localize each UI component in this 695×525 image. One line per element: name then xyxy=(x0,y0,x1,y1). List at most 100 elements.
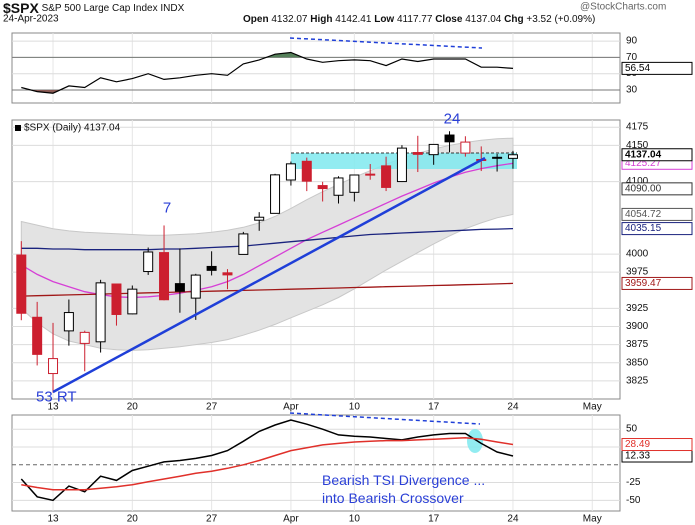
quote-value: 4117.77 xyxy=(397,14,433,25)
x-tick-label: 27 xyxy=(206,514,218,525)
y-tick-label: -25 xyxy=(626,477,641,488)
quote-value: 4132.07 xyxy=(271,14,308,25)
candle-body xyxy=(190,274,201,299)
source: @StockCharts.com xyxy=(580,2,666,13)
candle-body xyxy=(16,254,27,314)
quote-label: Close xyxy=(435,14,463,25)
value-tag-label: 3959.47 xyxy=(625,278,662,289)
value-tag xyxy=(621,276,693,290)
annotation: 7 xyxy=(163,200,171,217)
y-tick-label: 50 xyxy=(626,424,638,435)
x-tick-label: Apr xyxy=(283,514,299,525)
candle-body xyxy=(63,312,74,332)
quote-label: Low xyxy=(374,14,394,25)
value-tag xyxy=(621,438,693,452)
quote-label: Chg xyxy=(504,14,523,25)
candle-body xyxy=(333,177,344,196)
label-layer: 90 70 50 30 56.54 4175 4150 4100 4000 3975 3925 390… xyxy=(47,36,693,525)
x-tick-label: 17 xyxy=(428,514,440,525)
candle-body xyxy=(412,152,423,155)
panel-frame xyxy=(11,414,621,512)
candle-body xyxy=(222,272,233,276)
value-tag xyxy=(621,222,693,236)
value-tag-label: 56.54 xyxy=(625,63,650,74)
y-tick-label: 3975 xyxy=(626,267,649,278)
candle-body xyxy=(143,251,154,273)
candle-body xyxy=(127,288,138,315)
candle-body xyxy=(492,156,503,159)
candle-body xyxy=(32,316,43,355)
x-tick-label: 13 xyxy=(47,514,59,525)
symbol: $SPX xyxy=(3,0,39,16)
trend-line xyxy=(52,156,486,394)
divergence-line xyxy=(289,412,481,425)
x-tick-label: 10 xyxy=(349,402,361,413)
quote-label: Open xyxy=(243,14,269,25)
header-title: $SPX S&P 500 Large Cap Index INDX xyxy=(3,0,185,16)
annotation: 24 xyxy=(444,111,461,128)
value-tag-label: 4090.00 xyxy=(625,183,662,194)
candle-body xyxy=(206,265,217,271)
candle-body xyxy=(254,216,265,221)
x-tick-label: 13 xyxy=(47,402,59,413)
candle-body xyxy=(349,174,360,193)
annotation: Bearish TSI Divergence ... xyxy=(322,472,485,488)
quote-label: High xyxy=(310,14,332,25)
y-tick-label: 3850 xyxy=(626,357,649,368)
series-line xyxy=(20,419,514,502)
candle-body xyxy=(428,143,439,156)
annotation: 53 RT xyxy=(36,389,77,406)
x-tick-label: 17 xyxy=(428,402,440,413)
value-tag-label: 4035.15 xyxy=(625,223,662,234)
y-tick-label: 3825 xyxy=(626,375,649,386)
value-tag xyxy=(621,182,693,196)
candle-body xyxy=(460,141,471,154)
x-tick-label: 20 xyxy=(127,514,139,525)
y-tick-label: 3875 xyxy=(626,339,649,350)
y-tick-label: 4175 xyxy=(626,122,649,133)
y-tick-label: 30 xyxy=(626,84,638,95)
y-tick-label: 4000 xyxy=(626,249,649,260)
rsi-line xyxy=(21,51,514,94)
candle-body xyxy=(79,331,90,344)
panel-frame xyxy=(11,119,621,400)
value-tag-label: 28.49 xyxy=(625,439,650,450)
value-tag-label: 4137.04 xyxy=(625,149,662,160)
y-tick-label: 4100 xyxy=(626,176,649,187)
x-tick-label: 27 xyxy=(206,402,218,413)
candle-body xyxy=(238,233,249,255)
legend-swatch xyxy=(15,125,21,131)
candle-body xyxy=(270,174,281,214)
candle-body xyxy=(381,165,392,188)
value-tag-label: 12.33 xyxy=(625,451,650,462)
x-tick-label: May xyxy=(583,402,602,413)
x-tick-label: 20 xyxy=(127,402,139,413)
data-layer xyxy=(16,51,518,502)
value-tag-label: 4054.72 xyxy=(625,209,662,220)
highlight-ellipse xyxy=(467,429,483,453)
quote-value: 4142.41 xyxy=(335,14,372,25)
y-tick-label: 90 xyxy=(626,36,638,47)
panel-title: $SPX (Daily) 4137.04 xyxy=(24,123,121,134)
index-name: S&P 500 Large Cap Index xyxy=(42,3,158,14)
moving-average xyxy=(21,227,514,251)
y-tick-label: 3900 xyxy=(626,321,649,332)
candle-body xyxy=(301,160,312,182)
exchange: INDX xyxy=(160,3,184,14)
quote-value: +3.52 (+0.09%) xyxy=(526,14,595,25)
y-tick-label: 3925 xyxy=(626,303,649,314)
quote: Open 4132.07 High 4142.41 Low 4117.77 Cl… xyxy=(243,14,595,25)
x-tick-label: May xyxy=(583,514,602,525)
value-tag xyxy=(621,148,693,162)
value-tag xyxy=(621,61,693,75)
panel-frame xyxy=(11,32,621,104)
candle-body xyxy=(159,252,170,301)
value-tag xyxy=(621,207,693,221)
date: 24-Apr-2023 xyxy=(3,14,59,25)
candle-body xyxy=(285,163,296,181)
candle-body xyxy=(48,358,59,375)
candle-body xyxy=(174,283,185,292)
y-tick-label: 4150 xyxy=(626,140,649,151)
x-tick-label: 24 xyxy=(507,514,519,525)
